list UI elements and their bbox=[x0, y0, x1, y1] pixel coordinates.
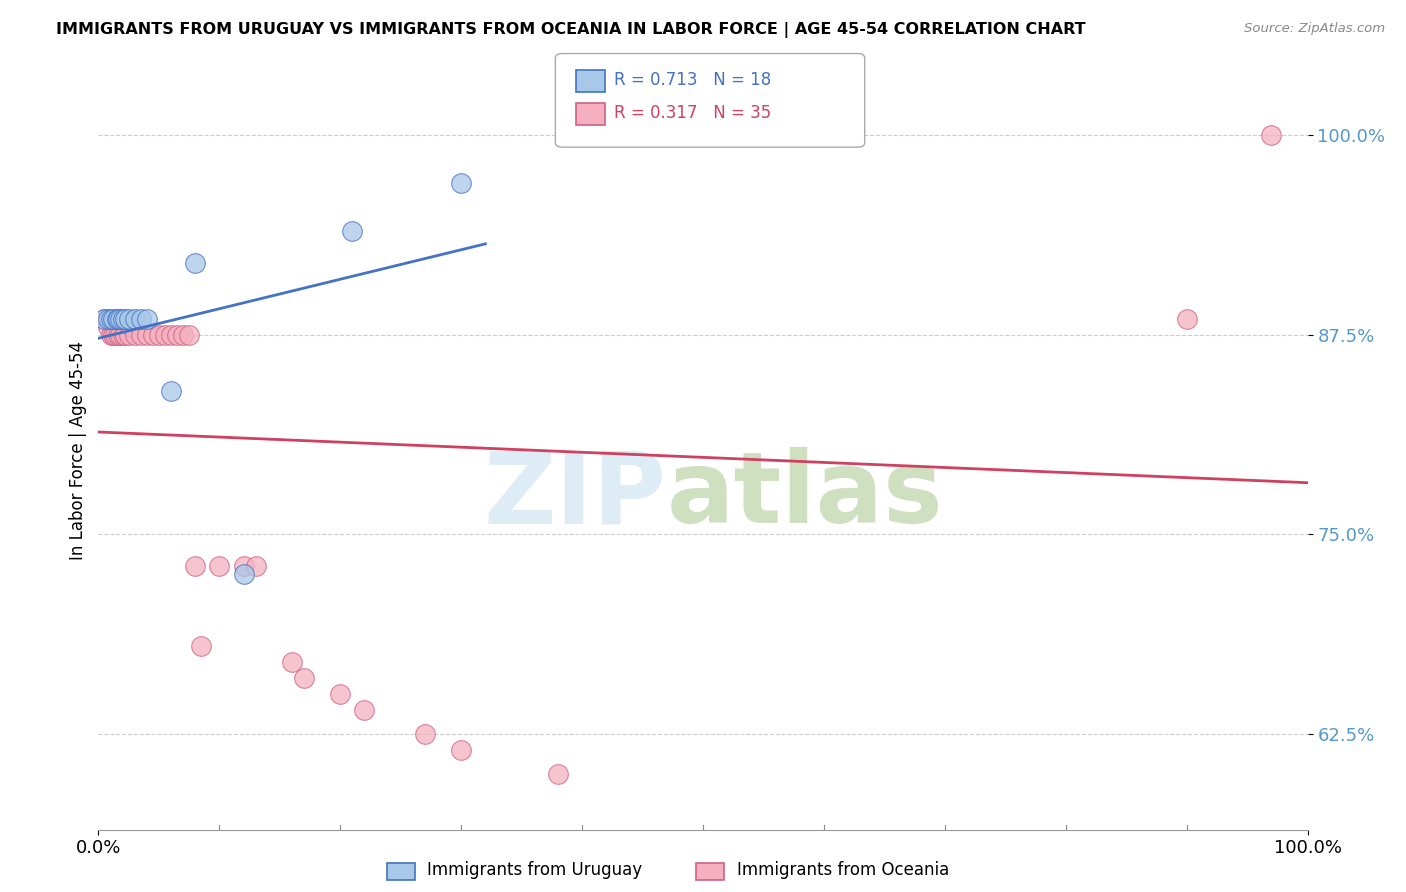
Point bbox=[135, 311, 157, 326]
Text: Source: ZipAtlas.com: Source: ZipAtlas.com bbox=[1244, 22, 1385, 36]
Point bbox=[153, 327, 176, 342]
Point bbox=[114, 327, 136, 342]
Point bbox=[413, 727, 436, 741]
Point bbox=[114, 311, 136, 326]
Point bbox=[108, 327, 131, 342]
Point bbox=[107, 327, 129, 342]
Text: Immigrants from Oceania: Immigrants from Oceania bbox=[738, 861, 949, 879]
Point bbox=[118, 327, 141, 342]
Point bbox=[100, 327, 122, 342]
Point bbox=[172, 327, 194, 342]
Text: Immigrants from Uruguay: Immigrants from Uruguay bbox=[426, 861, 643, 879]
Point bbox=[124, 327, 146, 342]
Point bbox=[245, 559, 267, 574]
Point bbox=[93, 311, 115, 326]
Point bbox=[547, 766, 569, 780]
Point bbox=[160, 384, 183, 398]
Point bbox=[329, 687, 352, 701]
Point bbox=[111, 327, 134, 342]
Point bbox=[232, 567, 254, 582]
Point bbox=[232, 559, 254, 574]
Point bbox=[93, 311, 115, 326]
Point bbox=[184, 559, 207, 574]
Point bbox=[208, 559, 231, 574]
Point bbox=[101, 311, 124, 326]
Point bbox=[148, 327, 170, 342]
Point bbox=[135, 327, 157, 342]
Point bbox=[108, 311, 131, 326]
Point bbox=[129, 327, 152, 342]
Point bbox=[97, 319, 120, 334]
Point bbox=[160, 327, 183, 342]
Point bbox=[184, 256, 207, 270]
Point bbox=[450, 176, 472, 190]
Point bbox=[281, 655, 304, 669]
Text: R = 0.317   N = 35: R = 0.317 N = 35 bbox=[614, 104, 772, 122]
Point bbox=[105, 311, 128, 326]
Point bbox=[118, 311, 141, 326]
Point bbox=[292, 671, 315, 685]
Point bbox=[101, 327, 124, 342]
Point bbox=[142, 327, 165, 342]
Point bbox=[342, 224, 364, 238]
Point bbox=[190, 639, 212, 653]
Text: R = 0.713   N = 18: R = 0.713 N = 18 bbox=[614, 71, 772, 89]
Point bbox=[104, 327, 127, 342]
Point bbox=[97, 311, 120, 326]
Point bbox=[450, 743, 472, 757]
Point bbox=[1260, 128, 1282, 143]
Point bbox=[179, 327, 201, 342]
Text: atlas: atlas bbox=[666, 448, 943, 544]
Point bbox=[121, 319, 143, 334]
Point bbox=[124, 311, 146, 326]
Point bbox=[111, 311, 134, 326]
Point bbox=[1175, 311, 1198, 326]
Text: ZIP: ZIP bbox=[484, 448, 666, 544]
Point bbox=[100, 311, 122, 326]
Point bbox=[166, 327, 188, 342]
Y-axis label: In Labor Force | Age 45-54: In Labor Force | Age 45-54 bbox=[69, 341, 87, 560]
Point bbox=[353, 703, 375, 717]
Point bbox=[129, 311, 152, 326]
Point bbox=[107, 311, 129, 326]
Text: IMMIGRANTS FROM URUGUAY VS IMMIGRANTS FROM OCEANIA IN LABOR FORCE | AGE 45-54 CO: IMMIGRANTS FROM URUGUAY VS IMMIGRANTS FR… bbox=[56, 22, 1085, 38]
